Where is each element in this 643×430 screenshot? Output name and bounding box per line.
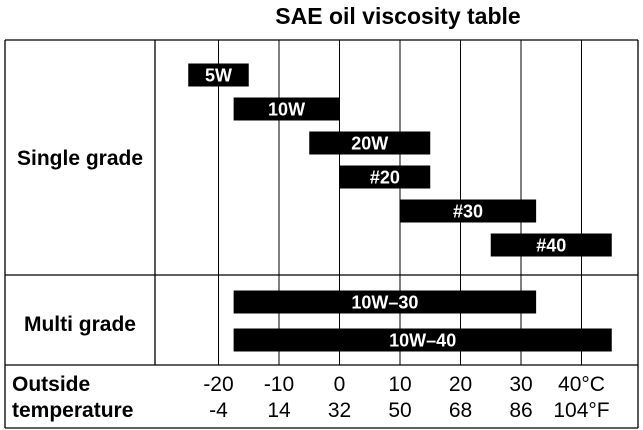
tick-label-celsius: -10 bbox=[264, 373, 294, 396]
tick-label-fahrenheit: 104°F bbox=[553, 399, 609, 422]
tick-label-fahrenheit: 14 bbox=[267, 399, 291, 422]
tick-labels: -20 -4 -10 14 0 32 10 50 20 68 30 86 40°C 104°F bbox=[203, 373, 609, 422]
bar-20w bbox=[309, 131, 431, 155]
chart-title: SAE oil viscosity table bbox=[275, 3, 520, 29]
bar-10w-30 bbox=[233, 290, 537, 314]
bar-5w bbox=[188, 63, 249, 87]
bar-30 bbox=[400, 199, 537, 223]
tick-label-celsius: 10 bbox=[388, 373, 411, 396]
bar-40 bbox=[490, 233, 612, 257]
bar-label-10w-40: 10W–40 bbox=[389, 331, 456, 351]
bar-label-40: #40 bbox=[536, 236, 566, 256]
axis-label-outside: Outside bbox=[12, 373, 90, 396]
axis-label-temperature: temperature bbox=[12, 399, 133, 422]
bar-label-20: #20 bbox=[370, 168, 400, 188]
row-label-multi-grade: Multi grade bbox=[24, 313, 136, 336]
tick-label-fahrenheit: -4 bbox=[209, 399, 228, 422]
bar-label-5w: 5W bbox=[205, 66, 232, 86]
tick-label-fahrenheit: 50 bbox=[388, 399, 411, 422]
bar-10w bbox=[233, 97, 340, 121]
tick-label-celsius: 40°C bbox=[558, 373, 605, 396]
tick-label-fahrenheit: 68 bbox=[449, 399, 472, 422]
bars: 5W 10W 20W #20 #30 #40 10W–30 10W–40 bbox=[188, 63, 612, 352]
table-frame bbox=[4, 39, 639, 429]
tick-label-celsius: -20 bbox=[203, 373, 233, 396]
bar-label-10w: 10W bbox=[268, 100, 305, 120]
bar-label-10w-30: 10W–30 bbox=[351, 293, 418, 313]
bar-label-20w: 20W bbox=[351, 134, 388, 154]
tick-label-celsius: 0 bbox=[334, 373, 346, 396]
tick-label-celsius: 20 bbox=[449, 373, 472, 396]
bar-label-30: #30 bbox=[453, 202, 483, 222]
row-label-single-grade: Single grade bbox=[17, 147, 143, 170]
bar-20 bbox=[339, 165, 431, 189]
bar-10w-40 bbox=[233, 328, 612, 352]
tick-label-fahrenheit: 32 bbox=[328, 399, 351, 422]
tick-label-celsius: 30 bbox=[509, 373, 532, 396]
tick-label-fahrenheit: 86 bbox=[509, 399, 532, 422]
